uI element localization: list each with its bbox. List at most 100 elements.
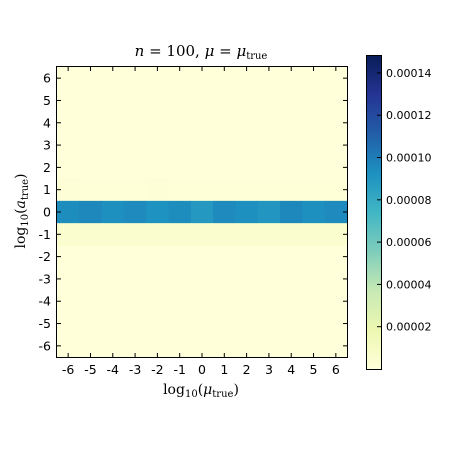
heatmap-cell (280, 133, 303, 157)
heatmap-cell (257, 290, 281, 313)
heatmap-cell (235, 267, 259, 291)
heatmap-cell (190, 334, 214, 358)
colorbar-tick-label: 0.00014 (386, 67, 432, 80)
heatmap-cell (257, 312, 281, 336)
heatmap-cell (79, 334, 103, 358)
heatmap-cells (57, 67, 348, 358)
colorbar-ticks: 0.00002 0.00004 0.00006 0.00008 0.00010 0.000… (377, 67, 432, 334)
heatmap-cell (168, 178, 192, 202)
heatmap-cell (146, 111, 170, 135)
heatmap-cell (235, 312, 259, 336)
heatmap-cell (235, 334, 259, 358)
heatmap-cell (257, 67, 281, 90)
heatmap-cell (168, 312, 192, 336)
colorbar-tick-label: 0.00012 (386, 109, 432, 122)
heatmap-cell (235, 67, 259, 90)
heatmap-cell (190, 133, 214, 157)
x-tick-label: -6 (62, 362, 75, 377)
heatmap-cell (123, 312, 147, 336)
heatmap-cell (324, 67, 348, 90)
heatmap-cell (190, 267, 214, 291)
heatmap-cell (302, 178, 326, 202)
heatmap-cell (146, 156, 170, 180)
heatmap-cell (235, 89, 259, 113)
heatmap-cell (280, 89, 303, 113)
heatmap-cell (146, 89, 170, 113)
heatmap-cell (324, 312, 348, 336)
heatmap-cell (168, 245, 192, 269)
heatmap-cell (57, 223, 80, 246)
heatmap-cell (168, 89, 192, 113)
heatmap-cell (57, 111, 80, 135)
heatmap-cell (302, 200, 326, 224)
x-tick-label: -3 (129, 362, 141, 377)
heatmap-cell (79, 67, 103, 90)
heatmap-cell (235, 245, 259, 269)
heatmap-cell (101, 156, 125, 180)
heatmap-cell (280, 290, 303, 313)
heatmap-cell (257, 245, 281, 269)
heatmap-cell (101, 111, 125, 135)
heatmap-cell (101, 89, 125, 113)
heatmap-cell (213, 334, 236, 358)
heatmap-cell (190, 111, 214, 135)
y-axis-label: log10(atrue) (13, 173, 31, 248)
heatmap-cell (57, 312, 80, 336)
heatmap-cell (235, 290, 259, 313)
x-tick-label: 4 (287, 362, 295, 377)
heatmap-cell (101, 200, 125, 224)
heatmap-cell (101, 67, 125, 90)
heatmap-cell (213, 290, 236, 313)
heatmap-cell (79, 133, 103, 157)
x-tick-label: 3 (265, 362, 273, 377)
heatmap-cell (190, 290, 214, 313)
heatmap-cell (280, 223, 303, 246)
heatmap-cell (168, 200, 192, 224)
y-tick-label: -1 (39, 227, 51, 242)
heatmap-cell (101, 223, 125, 246)
heatmap-cell (324, 178, 348, 202)
heatmap-cell (302, 223, 326, 246)
heatmap-cell (302, 245, 326, 269)
heatmap-cell (213, 89, 236, 113)
heatmap-cell (302, 156, 326, 180)
heatmap-cell (190, 178, 214, 202)
heatmap-cell (57, 156, 80, 180)
heatmap-cell (146, 223, 170, 246)
y-tick-label: 4 (43, 115, 51, 130)
heatmap-cell (146, 267, 170, 291)
heatmap-cell (57, 245, 80, 269)
heatmap-cell (235, 178, 259, 202)
heatmap-cell (213, 111, 236, 135)
x-tick-label: -4 (107, 362, 120, 377)
heatmap-cell (213, 245, 236, 269)
heatmap-cell (101, 312, 125, 336)
heatmap-cell (190, 223, 214, 246)
heatmap-cell (324, 334, 348, 358)
x-tick-label: -5 (84, 362, 96, 377)
heatmap-cell (168, 290, 192, 313)
heatmap-cell (57, 67, 80, 90)
heatmap-cell (123, 245, 147, 269)
heatmap-cell (168, 67, 192, 90)
colorbar-tick-label: 0.00002 (386, 321, 432, 334)
heatmap-cell (57, 200, 80, 224)
x-axis-ticks: -6 -5 -4 -3 -2 -1 0 1 2 3 4 5 6 (62, 67, 340, 377)
heatmap-cell (235, 111, 259, 135)
heatmap-cell (79, 290, 103, 313)
heatmap-cell (79, 89, 103, 113)
heatmap-cell (280, 245, 303, 269)
x-tick-label: 2 (243, 362, 251, 377)
heatmap-cell (280, 334, 303, 358)
heatmap-cell (257, 178, 281, 202)
heatmap-cell (235, 200, 259, 224)
heatmap-cell (79, 267, 103, 291)
heatmap-cell (79, 111, 103, 135)
heatmap-cell (213, 156, 236, 180)
y-tick-label: -4 (39, 294, 52, 309)
heatmap-cell (146, 178, 170, 202)
heatmap-cell (302, 67, 326, 90)
heatmap-cell (213, 133, 236, 157)
x-tick-label: -2 (151, 362, 163, 377)
heatmap-cell (235, 133, 259, 157)
